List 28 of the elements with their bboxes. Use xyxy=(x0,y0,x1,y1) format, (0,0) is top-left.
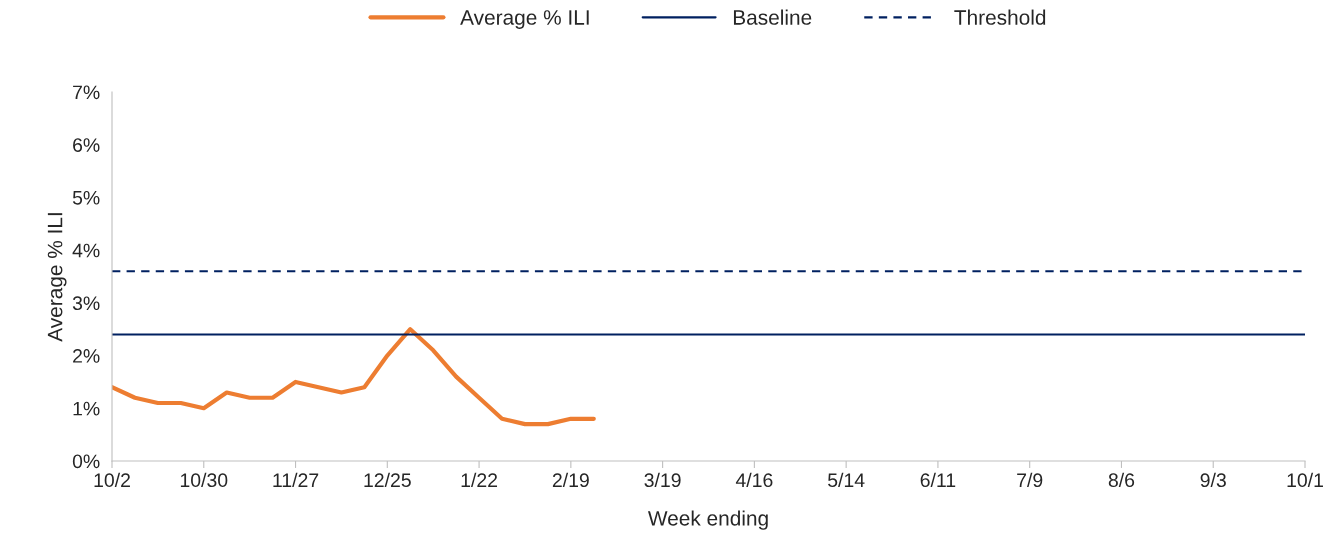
y-tick-label: 6% xyxy=(73,138,100,152)
x-tick-label: 12/25 xyxy=(364,472,411,488)
x-tick-label: 8/6 xyxy=(1108,472,1135,488)
y-axis-title: Average % ILI xyxy=(47,213,67,342)
y-tick-label: 5% xyxy=(72,190,100,205)
x-tick-label: 6/11 xyxy=(920,472,956,488)
x-tick-label: 10/30 xyxy=(180,472,228,488)
legend-label: Threshold xyxy=(954,9,1046,25)
legend-label: Baseline xyxy=(733,9,812,25)
x-tick-label: 7/9 xyxy=(1017,472,1043,488)
y-tick-label: 3% xyxy=(72,296,100,311)
line-series xyxy=(112,327,596,427)
legend-label: Average % ILI xyxy=(460,10,589,29)
x-tick-label: 10/2 xyxy=(94,472,130,488)
x-tick-label: 3/19 xyxy=(644,472,681,488)
x-tick-label: 11/27 xyxy=(273,472,319,488)
x-tick-label: 10/1 xyxy=(1287,472,1323,488)
x-tick-label: 1/22 xyxy=(461,472,498,488)
x-axis-title: Week ending xyxy=(647,510,768,530)
x-tick-label: 5/14 xyxy=(828,472,865,488)
y-tick-label: 2% xyxy=(73,349,100,363)
y-tick-label: 1% xyxy=(73,401,100,416)
y-tick-label: 0% xyxy=(72,454,100,469)
y-tick-label: 4% xyxy=(72,243,100,258)
x-tick-label: 4/16 xyxy=(735,472,773,488)
x-tick-label: 2/19 xyxy=(552,472,589,488)
x-tick-label: 9/3 xyxy=(1200,472,1226,488)
y-tick-label: 7% xyxy=(73,85,100,100)
